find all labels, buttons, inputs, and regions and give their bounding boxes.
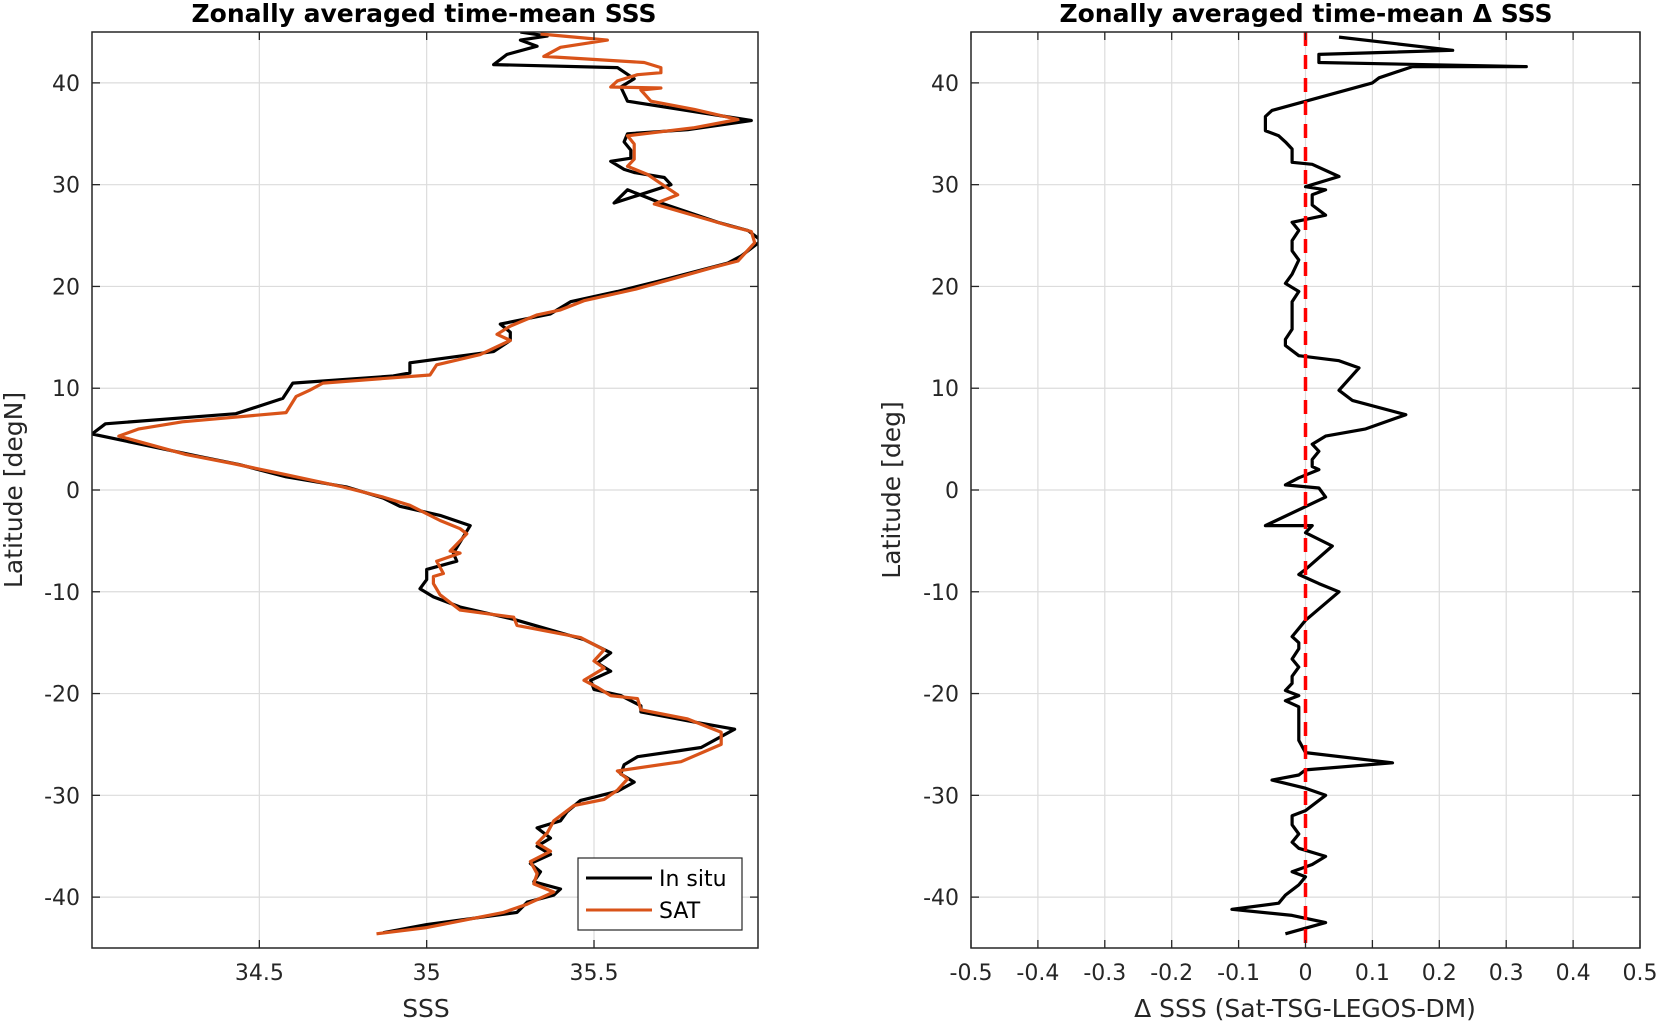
left-ytick-label: 0 [66, 479, 80, 504]
left-plot-xlabel: SSS [402, 994, 450, 1023]
right-ytick-label: 10 [931, 377, 959, 402]
legend-label-in-situ: In situ [659, 867, 727, 892]
right-xtick-label: -0.2 [1150, 961, 1193, 986]
right-xtick-label: 0.4 [1556, 961, 1591, 986]
left-plot: Zonally averaged time-mean SSS 34.5 35 35.… [0, 0, 759, 1023]
left-ytick-label: -10 [44, 581, 80, 606]
left-series-line-sat [117, 32, 757, 936]
right-plot-ticks: -0.5 -0.4 -0.3 -0.2 -0.1 0 0.1 0.2 0.3 0.4 0.5 -40 -… [923, 32, 1658, 986]
left-ytick-label: -30 [44, 784, 80, 809]
right-xtick-label: -0.5 [950, 961, 993, 986]
right-series-line-0 [1230, 35, 1528, 936]
right-xtick-label: 0.3 [1489, 961, 1524, 986]
right-plot-xlabel: Δ SSS (Sat-TSG-LEGOS-DM) [1134, 994, 1476, 1023]
left-plot-series [92, 32, 758, 936]
left-ytick-label: 10 [52, 377, 80, 402]
left-plot-title: Zonally averaged time-mean SSS [192, 0, 657, 28]
left-plot-grid [92, 32, 758, 948]
legend-label-sat: SAT [659, 899, 701, 924]
right-xtick-label: 0.2 [1422, 961, 1457, 986]
left-plot-ticks: 34.5 35 35.5 -40 -30 -20 -10 0 10 20 30 40 [44, 32, 758, 986]
right-xtick-label: 0.5 [1623, 961, 1658, 986]
legend-box [577, 857, 743, 931]
right-ytick-label: -40 [923, 886, 959, 911]
left-xtick-label: 34.5 [235, 961, 284, 986]
legend: In situ SAT [577, 857, 743, 931]
right-plot-title: Zonally averaged time-mean Δ SSS [1060, 0, 1553, 28]
right-xtick-label: 0 [1299, 961, 1313, 986]
right-ytick-label: 0 [945, 479, 959, 504]
right-xtick-label: -0.4 [1016, 961, 1059, 986]
left-ytick-label: 40 [52, 72, 80, 97]
left-xtick-label: 35 [413, 961, 441, 986]
right-ytick-label: 20 [931, 275, 959, 300]
left-ytick-label: -20 [44, 683, 80, 708]
right-xtick-label: -0.1 [1217, 961, 1260, 986]
right-plot: Zonally averaged time-mean Δ SSS -0.5 -0.… [877, 0, 1658, 1023]
right-ytick-label: 40 [931, 72, 959, 97]
left-ytick-label: 30 [52, 174, 80, 199]
right-xtick-label: -0.3 [1083, 961, 1126, 986]
left-ytick-label: 20 [52, 275, 80, 300]
left-ytick-label: -40 [44, 886, 80, 911]
right-ytick-label: -10 [923, 581, 959, 606]
right-ytick-label: 30 [931, 174, 959, 199]
right-xtick-label: 0.1 [1355, 961, 1390, 986]
right-ytick-label: -20 [923, 683, 959, 708]
right-plot-ylabel: Latitude [deg] [877, 401, 906, 578]
left-plot-ylabel: Latitude [degN] [0, 392, 28, 588]
right-plot-series [1230, 32, 1528, 948]
right-ytick-label: -30 [923, 784, 959, 809]
left-xtick-label: 35.5 [570, 961, 619, 986]
